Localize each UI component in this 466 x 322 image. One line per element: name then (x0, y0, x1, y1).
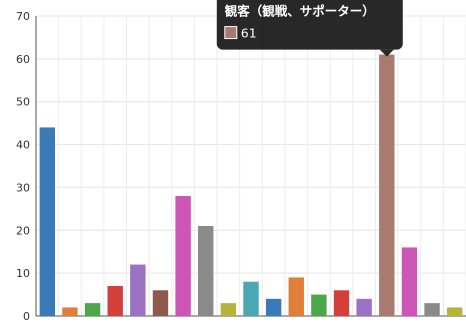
bar[interactable] (446, 307, 463, 316)
bar[interactable] (39, 127, 56, 316)
bar[interactable] (243, 281, 259, 316)
y-tick-label: 50 (16, 96, 30, 109)
bar[interactable] (356, 298, 372, 316)
y-tick-label: 20 (16, 224, 30, 237)
bar[interactable] (198, 226, 214, 316)
y-tick-labels: 0 10 20 30 40 50 60 70 (16, 10, 30, 322)
y-tick-label: 60 (16, 53, 30, 66)
bar[interactable] (84, 303, 101, 316)
tooltip-box (216, 0, 403, 50)
bar[interactable] (152, 290, 169, 316)
bar[interactable] (379, 54, 395, 316)
bars (39, 54, 463, 316)
y-tick-label: 40 (16, 139, 30, 152)
bar[interactable] (107, 286, 123, 316)
tooltip-caret (379, 49, 394, 57)
tooltip-value: 61 (241, 26, 257, 41)
bar[interactable] (333, 290, 350, 316)
bar[interactable] (130, 264, 146, 316)
bar[interactable] (288, 277, 304, 316)
bar[interactable] (265, 298, 282, 316)
y-tick-label: 70 (16, 10, 30, 23)
y-tick-label: 30 (16, 181, 30, 194)
y-tick-label: 0 (23, 310, 30, 322)
tooltip-swatch (224, 26, 238, 40)
bar[interactable] (62, 307, 78, 316)
grid-lines (35, 15, 466, 316)
axes (35, 16, 466, 317)
bar[interactable] (175, 196, 191, 316)
bar[interactable] (220, 303, 237, 316)
tooltip-title: 観客（観戦、サポーター） (225, 4, 375, 19)
bar[interactable] (311, 294, 327, 316)
tooltip: 観客（観戦、サポーター） 61 (216, 0, 403, 57)
y-tick-label: 10 (16, 267, 30, 280)
bar[interactable] (401, 247, 418, 316)
bar[interactable] (424, 303, 440, 316)
